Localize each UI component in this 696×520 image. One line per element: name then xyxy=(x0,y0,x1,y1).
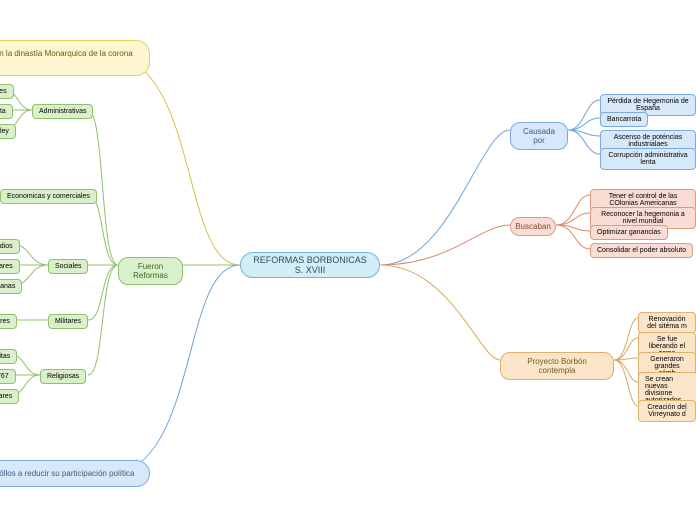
rel-leaf: sión de jesuitas xyxy=(0,349,17,364)
soc-leaf: ueblos de indios xyxy=(0,239,20,254)
admin-leaf: esionales xyxy=(0,84,14,99)
left-bottom-node: Obligan crióllos a reducir su participac… xyxy=(0,460,150,487)
proyecto-leaf: Renovación del sitéma m xyxy=(638,312,696,334)
rel-leaf: cocos seculares xyxy=(0,389,19,404)
proyecto-node: Proyecto Borbón contempla xyxy=(500,352,614,380)
cat-soc: Sociales xyxy=(48,259,88,274)
soc-leaf: s y peninsulares xyxy=(0,259,20,274)
buscaban-node: Buscaban xyxy=(510,217,556,236)
soc-leaf: es bajas urbanas xyxy=(0,279,22,294)
cat-econ: Economicas y comerciales xyxy=(0,189,97,204)
buscaban-leaf: Consolidar el poder absoluto xyxy=(590,243,693,258)
mil-leaf: rcitos regulares xyxy=(0,314,17,329)
center-node: REFORMAS BORBONICAS S. XVIII xyxy=(240,252,380,278)
causada-node: Causada por xyxy=(510,122,568,150)
left-top-node: Cámbios en la dinastía Monarquica de la … xyxy=(0,40,150,76)
causada-leaf: Bancarrota xyxy=(600,112,648,127)
causada-leaf: Corrupción administrativa lenta xyxy=(600,148,696,170)
cat-mil: Militares xyxy=(48,314,88,329)
proyecto-leaf: Creación del Virreynato d xyxy=(638,400,696,422)
admin-leaf: nmediata xyxy=(0,104,13,119)
cat-admin: Administrativas xyxy=(32,104,93,119)
rel-leaf: la iglesia 1.767 xyxy=(0,369,16,384)
cat-rel: Religiosas xyxy=(40,369,86,384)
admin-leaf: a de la ley xyxy=(0,124,16,139)
buscaban-leaf: Optimizar ganancias xyxy=(590,225,668,240)
fueron-node: Fueron Reformas xyxy=(118,257,183,285)
